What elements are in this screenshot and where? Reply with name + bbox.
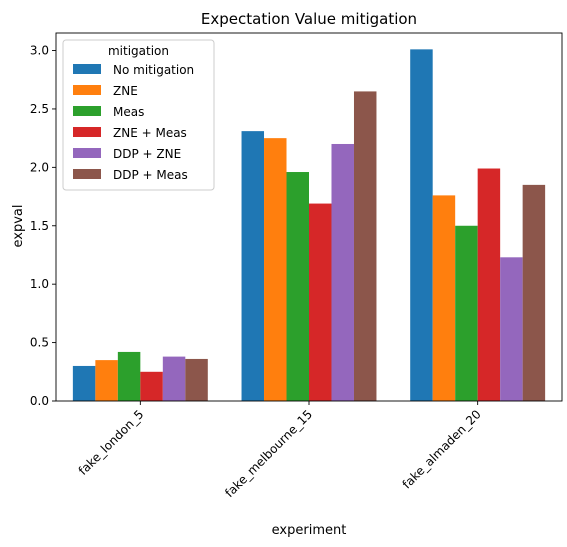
bar-ddp-zne-fake_almaden_20 [500,257,523,401]
y-tick-label: 1.5 [30,219,49,233]
bar-zne-fake_melbourne_15 [264,138,287,401]
bar-ddp-meas-fake_melbourne_15 [353,91,377,402]
legend-entry: Meas [113,105,144,119]
legend-swatch [73,64,101,74]
bar-zne-meas-fake_almaden_20 [477,168,501,401]
bar-zne-fake_almaden_20 [432,195,456,401]
bar-ddp-zne-fake_london_5 [162,356,186,401]
bar-no-mitigation-fake_almaden_20 [410,49,433,401]
y-tick-label: 1.0 [30,277,49,291]
y-tick-label: 3.0 [30,44,49,58]
bar-meas-fake_almaden_20 [455,225,478,401]
legend-swatch [73,106,101,116]
legend-swatch [73,148,101,158]
legend-entry: ZNE + Meas [113,126,187,140]
x-tick-label: fake_melbourne_15 [222,407,315,500]
legend: mitigation No mitigation ZNE Meas ZNE + Meas… [62,39,215,191]
legend-entry: No mitigation [113,63,194,77]
bar-no-mitigation-fake_melbourne_15 [241,131,265,401]
legend-entry: DDP + Meas [113,168,188,182]
x-tick-label: fake_almaden_20 [400,407,484,491]
bars-layer [72,49,546,402]
bar-no-mitigation-fake_london_5 [72,365,96,401]
legend-swatch [73,85,101,95]
bar-meas-fake_melbourne_15 [286,172,309,401]
legend-entry: DDP + ZNE [113,147,181,161]
y-tick-label: 0.5 [30,336,49,350]
y-tick-label: 2.5 [30,102,49,116]
bar-zne-meas-fake_london_5 [140,371,163,401]
chart-title: Expectation Value mitigation [201,10,417,28]
legend-title: mitigation [108,44,169,58]
y-tick-label: 2.0 [30,160,49,174]
legend-swatch [73,127,101,137]
x-tick-label: fake_london_5 [76,407,147,478]
bar-ddp-meas-fake_london_5 [185,358,208,401]
y-tick-label: 0.0 [30,394,49,408]
bar-ddp-meas-fake_almaden_20 [522,184,546,401]
legend-swatch [73,169,101,179]
bar-zne-fake_london_5 [95,360,118,401]
y-axis-label: expval [11,205,26,248]
x-axis-label: experiment [272,523,347,538]
legend-entry: ZNE [113,84,138,98]
bar-zne-meas-fake_melbourne_15 [309,203,332,401]
bar-meas-fake_london_5 [117,351,141,401]
bar-ddp-zne-fake_melbourne_15 [331,143,354,401]
